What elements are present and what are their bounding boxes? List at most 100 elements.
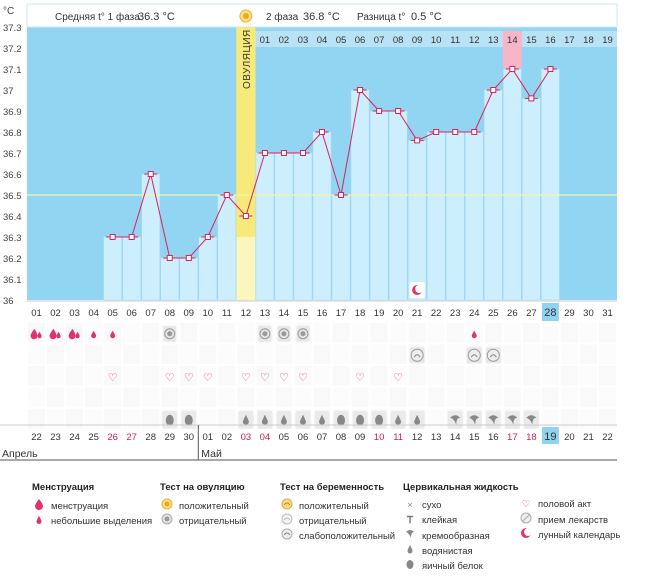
legend-menstruation-title: Менструация xyxy=(32,482,95,493)
symptom-cell xyxy=(256,366,274,386)
symptom-cell xyxy=(351,323,369,343)
cycle-day-label: 26 xyxy=(507,308,518,319)
symptom-cell xyxy=(85,344,103,364)
eggwhite-icon xyxy=(371,410,387,429)
heart-icon: ♡ xyxy=(355,372,365,384)
moon-icon xyxy=(409,282,425,298)
symptom-cell xyxy=(85,387,103,407)
y-tick-label: 37.1 xyxy=(3,65,22,76)
postov-day-label: 12 xyxy=(469,35,480,46)
pregnancy-weak-icon xyxy=(409,347,425,364)
postov-day-label: 15 xyxy=(526,35,537,46)
symptom-cell xyxy=(218,409,236,429)
legend-ovulation-test-title: Тест на овуляцию xyxy=(160,482,245,493)
pill-icon xyxy=(519,512,533,529)
symptom-cell xyxy=(427,409,445,429)
legend-watery-label: водянистая xyxy=(422,546,473,558)
cycle-day-label: 20 xyxy=(393,308,404,319)
symptom-cell xyxy=(180,387,198,407)
symptom-cell xyxy=(180,344,198,364)
temperature-point xyxy=(280,150,287,156)
legend-preg-weak-label: слабоположительный xyxy=(299,531,396,543)
postov-day-label: 13 xyxy=(488,35,499,46)
temperature-point xyxy=(319,129,325,135)
symptom-cell xyxy=(313,323,331,343)
date-label: 14 xyxy=(450,432,461,443)
temperature-bar xyxy=(464,131,484,301)
symptom-cell xyxy=(237,366,255,386)
symptom-cell xyxy=(85,409,103,429)
date-label: 11 xyxy=(393,432,403,443)
symptom-cell xyxy=(446,344,464,364)
symptom-cell xyxy=(370,387,388,407)
small-drop-icon xyxy=(32,513,46,530)
cycle-day-label: 08 xyxy=(164,308,175,319)
cycle-day-label: 12 xyxy=(241,308,252,319)
cycle-day-label: 18 xyxy=(355,308,366,319)
date-label: 21 xyxy=(583,432,594,443)
heart-icon: ♡ xyxy=(108,372,118,384)
temperature-bar xyxy=(388,110,408,301)
cycle-day-label: 29 xyxy=(564,308,575,319)
symptom-cell xyxy=(142,344,160,364)
temperature-point xyxy=(547,66,554,72)
symptom-cell xyxy=(465,387,483,407)
pregnancy-weak-icon xyxy=(280,528,294,545)
symptom-cell xyxy=(47,366,65,386)
eggwhite-icon xyxy=(352,410,368,429)
diff-label: Разница t° xyxy=(357,12,405,23)
symptom-cell xyxy=(218,366,236,386)
symptom-cell xyxy=(161,387,179,407)
symptom-cell xyxy=(66,409,84,429)
symptom-cell xyxy=(427,387,445,407)
symptom-cell xyxy=(541,344,559,364)
symptom-cell xyxy=(66,366,84,386)
symptom-cell xyxy=(218,323,236,343)
temperature-point xyxy=(223,192,230,198)
pregnancy-negative-icon xyxy=(280,513,294,530)
date-label: 15 xyxy=(469,432,480,443)
date-label: 04 xyxy=(260,432,271,443)
cycle-day-label: 21 xyxy=(412,308,423,319)
symptom-cell xyxy=(522,323,540,343)
temperature-point xyxy=(433,129,440,135)
symptom-cell xyxy=(503,366,521,386)
temperature-bar xyxy=(541,68,560,301)
legend-row-watery: водянистая xyxy=(403,543,519,558)
eggwhite-icon xyxy=(162,410,178,429)
symptom-cell xyxy=(446,323,464,343)
symptom-cell xyxy=(598,366,616,386)
y-tick-label: 36.7 xyxy=(3,149,22,160)
temperature-bar xyxy=(312,131,332,301)
symptom-cell xyxy=(28,387,46,407)
creamy-icon xyxy=(485,410,501,429)
watery-icon xyxy=(276,410,292,429)
temperature-point xyxy=(338,192,345,198)
legend-ov-positive-label: положительный xyxy=(179,501,249,513)
cycle-day-label: 19 xyxy=(374,308,385,319)
symptom-cell xyxy=(47,387,65,407)
legend-pregnancy-test-title: Тест на беременность xyxy=(280,482,385,493)
date-label: 16 xyxy=(488,432,499,443)
creamy-icon xyxy=(504,410,520,429)
temperature-point xyxy=(357,87,364,93)
menstruation-drop-icon xyxy=(49,328,61,340)
legend-row-preg-positive: положительный xyxy=(280,498,395,513)
symptom-cell xyxy=(560,344,578,364)
cycle-day-label: 02 xyxy=(50,308,61,319)
y-tick-label: 36.2 xyxy=(3,254,22,265)
legend-preg-negative-label: отрицательный xyxy=(299,516,367,528)
temperature-point xyxy=(376,108,383,114)
ovulation-negative-icon xyxy=(258,325,272,342)
date-label: 06 xyxy=(298,432,309,443)
temperature-bar xyxy=(122,236,141,301)
symptom-cell xyxy=(484,323,502,343)
ovulation-negative-icon xyxy=(163,325,177,342)
cycle-day-label: 03 xyxy=(69,308,80,319)
symptom-cell xyxy=(389,323,407,343)
legend-other: ♡ половой акт прием лекарств лунный кален… xyxy=(519,497,620,542)
date-label: 03 xyxy=(241,432,252,443)
y-tick-label: 36.1 xyxy=(3,275,22,286)
date-label: 18 xyxy=(526,432,537,443)
